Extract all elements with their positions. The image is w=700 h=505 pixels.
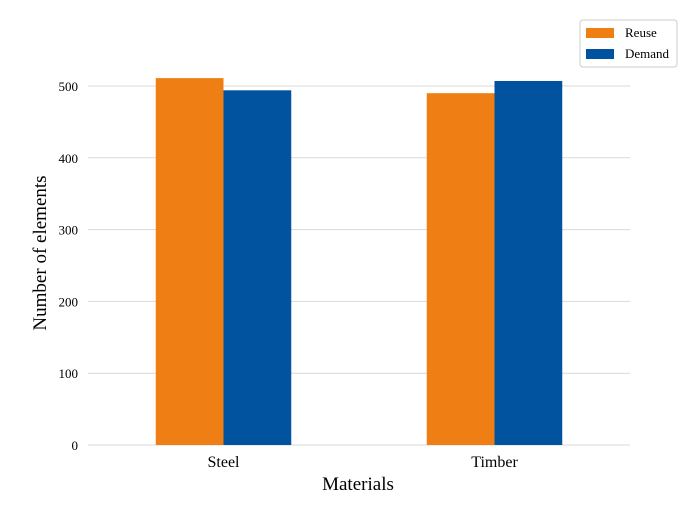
y-tick-label: 100 <box>59 366 79 381</box>
y-tick-label: 500 <box>59 79 79 94</box>
y-tick-label: 300 <box>59 223 79 238</box>
bar-demand-steel <box>223 90 292 446</box>
bar-reuse-steel <box>155 78 224 446</box>
bar-demand-timber <box>494 80 563 445</box>
legend-swatch-reuse <box>586 28 614 38</box>
legend-label-reuse: Reuse <box>625 25 657 40</box>
y-axis-label: Number of elements <box>30 175 51 330</box>
y-tick-label: 400 <box>59 151 79 166</box>
legend-label-demand: Demand <box>625 46 670 61</box>
x-tick-label: Timber <box>471 454 518 471</box>
x-tick-label: Steel <box>208 454 241 471</box>
y-tick-label: 200 <box>59 294 79 309</box>
bars <box>155 78 563 446</box>
y-tick-label: 0 <box>72 438 79 453</box>
x-axis-label: Materials <box>322 474 394 495</box>
legend-items: Reuse Demand <box>586 25 670 61</box>
bar-reuse-timber <box>426 93 495 446</box>
legend: Reuse Demand <box>579 19 678 68</box>
legend-swatch-demand <box>586 49 614 59</box>
axes: 0 100 200 300 400 500 Steel Timber <box>59 79 519 471</box>
